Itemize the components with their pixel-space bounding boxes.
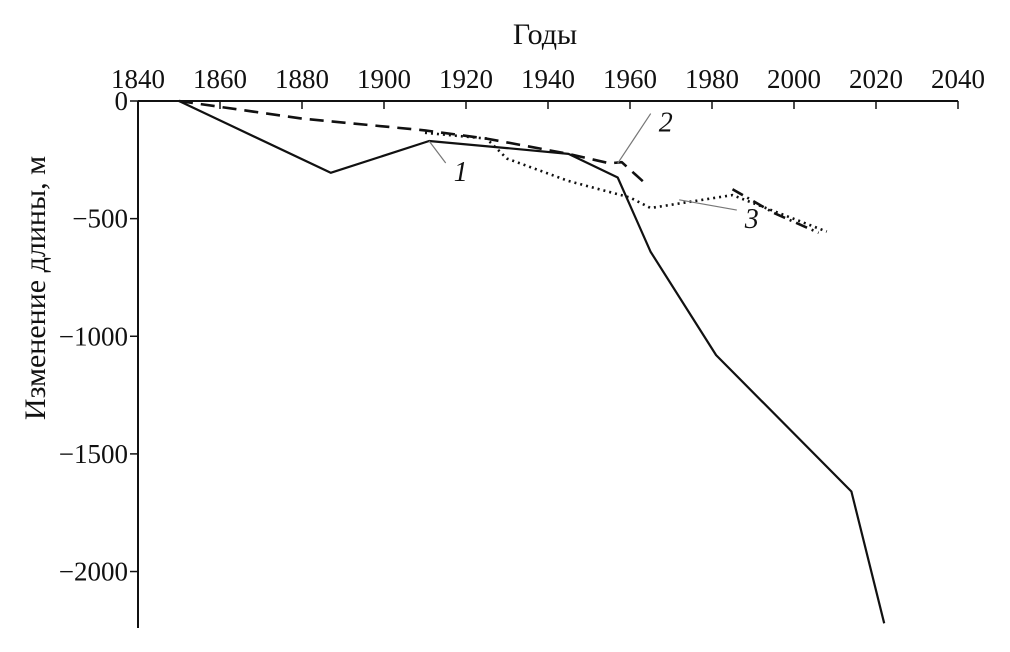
x-ticks: 1840 1860 1880 1900 1920 1940 1960 1980 2000 2020… — [111, 64, 985, 109]
y-tick-label: −1000 — [59, 321, 128, 351]
x-tick-label: 1880 — [275, 64, 329, 94]
annotation-leader — [428, 140, 447, 164]
series-group — [178, 99, 886, 624]
annotation-label: 1 — [454, 157, 468, 188]
series-line-2 — [178, 99, 648, 186]
annotation-leader — [617, 113, 652, 164]
annotation-label: 2 — [659, 108, 673, 139]
y-tick-label: −2000 — [59, 557, 128, 587]
annotation-leader — [679, 199, 737, 211]
series-line-extra-3 — [731, 188, 820, 234]
x-axis-title: Годы — [513, 18, 577, 51]
x-tick-label: 1840 — [111, 64, 165, 94]
y-tick-label: −500 — [72, 204, 128, 234]
annotation-label: 3 — [744, 204, 759, 235]
y-ticks: 0 −500 −1000 −1500 −2000 — [59, 86, 138, 587]
x-tick-label: 2020 — [849, 64, 903, 94]
y-axis-title: Изменение длины, м — [19, 156, 52, 420]
y-tick-label: −1500 — [59, 439, 128, 469]
x-tick-label: 1860 — [193, 64, 247, 94]
x-tick-label: 2000 — [767, 64, 821, 94]
y-tick-label: 0 — [115, 86, 129, 116]
x-tick-label: 1980 — [685, 64, 739, 94]
series-line-1 — [178, 100, 886, 624]
x-tick-label: 1920 — [439, 64, 493, 94]
x-tick-label: 1960 — [603, 64, 657, 94]
series-line-3 — [424, 131, 828, 233]
series-annotations: 1 2 3 — [428, 108, 759, 235]
x-tick-label: 1900 — [357, 64, 411, 94]
x-tick-label: 2040 — [931, 64, 985, 94]
x-tick-label: 1940 — [521, 64, 575, 94]
